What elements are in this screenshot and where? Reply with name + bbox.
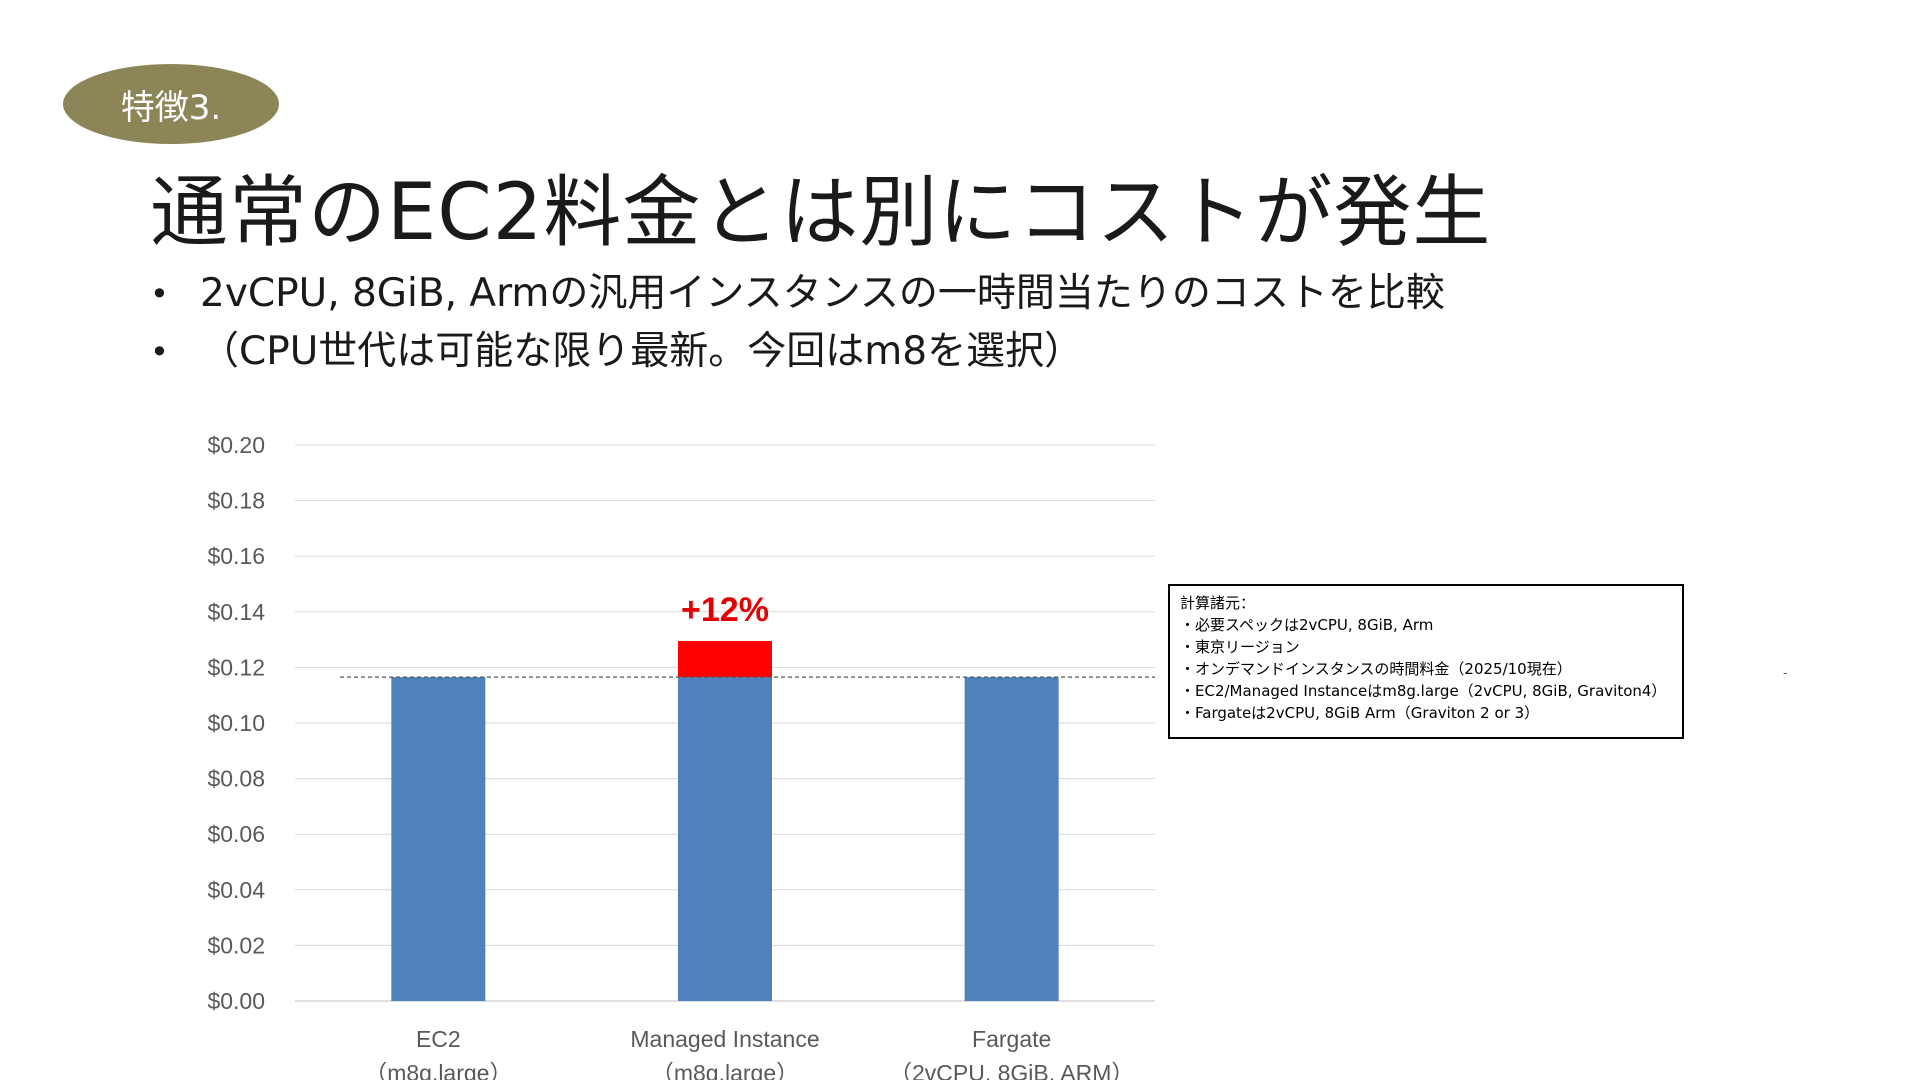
bullet-text: 2vCPU, 8GiB, Armの汎用インスタンスの一時間当たりのコストを比較 xyxy=(200,271,1445,316)
bullet-dot-icon: • xyxy=(150,333,169,371)
note-line: 計算諸元： xyxy=(1180,594,1256,612)
y-tick-label: $0.12 xyxy=(207,654,265,680)
bar-base-cost xyxy=(678,677,772,1001)
y-tick-label: $0.18 xyxy=(207,488,265,514)
note-line: ・東京リージョン xyxy=(1180,638,1300,656)
note-line: ・EC2/Managed Instanceはm8g.large（2vCPU, 8… xyxy=(1180,682,1667,700)
bar-additional-cost xyxy=(678,640,772,678)
x-tick-label: EC2 xyxy=(416,1026,461,1052)
x-tick-label: （m8g.large） xyxy=(364,1060,512,1080)
x-tick-label: （2vCPU, 8GiB, ARM） xyxy=(889,1060,1134,1080)
y-tick-label: $0.10 xyxy=(207,710,265,736)
bars xyxy=(391,640,1059,1001)
y-tick-label: $0.04 xyxy=(207,877,265,903)
x-tick-label: Fargate xyxy=(972,1026,1051,1052)
category-labels: EC2 （m8g.large） Managed Instance （m8g.large… xyxy=(364,1026,1134,1080)
y-tick-label: $0.00 xyxy=(207,988,265,1014)
y-tick-label: $0.20 xyxy=(207,432,265,458)
y-tick-label: $0.02 xyxy=(207,932,265,958)
stray-mark: - xyxy=(1783,666,1788,680)
bullet-item: • 2vCPU, 8GiB, Armの汎用インスタンスの一時間当たりのコストを比… xyxy=(150,265,1445,323)
calculation-notes-box: 計算諸元： ・必要スペックは2vCPU, 8GiB, Arm ・東京リージョン … xyxy=(1168,584,1684,739)
annotations: +12% xyxy=(681,591,769,629)
increase-percent-label: +12% xyxy=(681,591,769,629)
bullet-list: • 2vCPU, 8GiB, Armの汎用インスタンスの一時間当たりのコストを比… xyxy=(150,265,1445,381)
y-tick-label: $0.16 xyxy=(207,543,265,569)
bullet-item: • （CPU世代は可能な限り最新。今回はm8を選択） xyxy=(150,323,1445,381)
x-tick-label: Managed Instance xyxy=(630,1026,819,1052)
feature-badge: 特徴3. xyxy=(63,64,279,144)
slide-title: 通常のEC2料金とは別にコストが発生 xyxy=(150,168,1492,258)
note-line: ・オンデマンドインスタンスの時間料金（2025/10現在） xyxy=(1180,660,1572,678)
bullet-text: （CPU世代は可能な限り最新。今回はm8を選択） xyxy=(200,329,1084,374)
bar-base-cost xyxy=(964,677,1059,1001)
x-tick-label: （m8g.large） xyxy=(651,1060,799,1080)
note-line: ・必要スペックは2vCPU, 8GiB, Arm xyxy=(1180,616,1434,634)
y-tick-label: $0.08 xyxy=(207,766,265,792)
note-line: ・Fargateは2vCPU, 8GiB Arm（Graviton 2 or 3… xyxy=(1180,704,1540,722)
bullet-dot-icon: • xyxy=(150,275,169,313)
y-axis-ticks: $0.00 $0.02 $0.04 $0.06 $0.08 $0.10 $0.12 $0.14… xyxy=(207,432,265,1014)
y-tick-label: $0.06 xyxy=(207,821,265,847)
y-tick-label: $0.14 xyxy=(207,599,265,625)
bar-base-cost xyxy=(391,677,486,1001)
